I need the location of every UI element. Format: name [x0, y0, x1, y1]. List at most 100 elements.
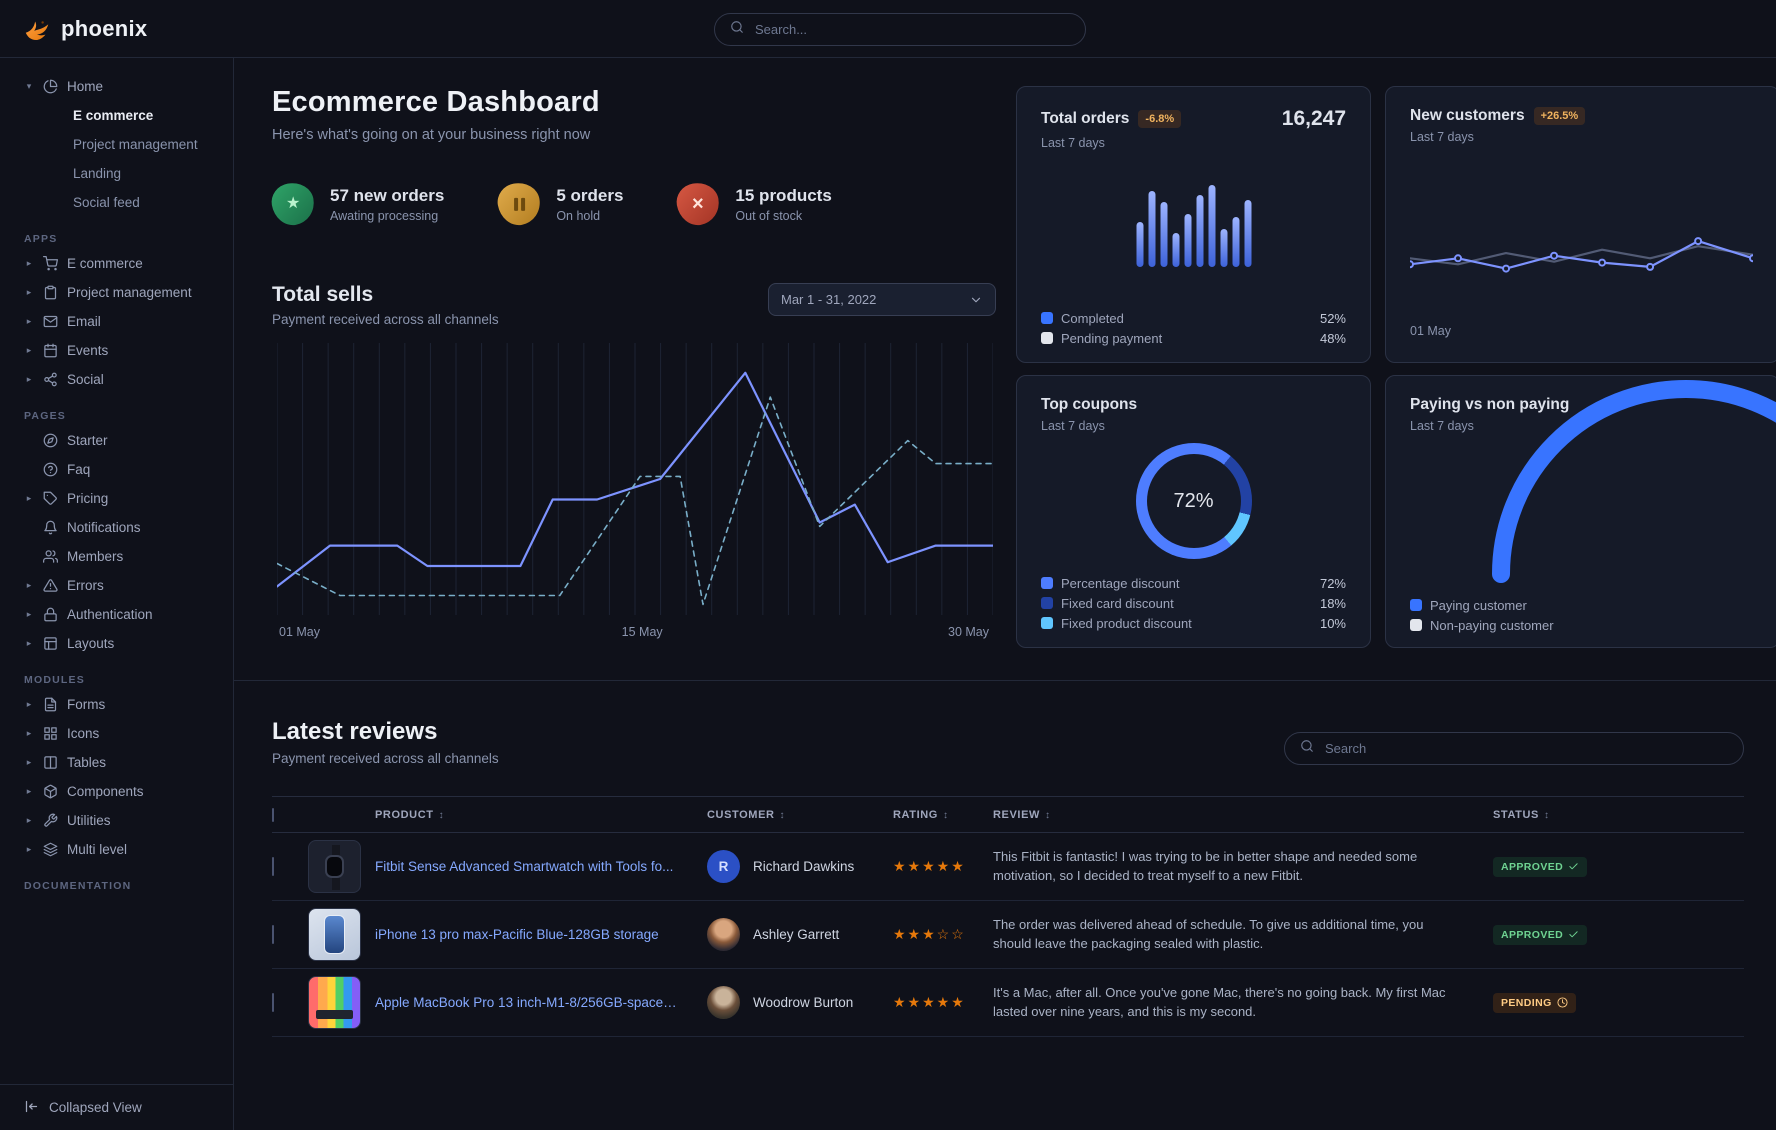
- reviews-subtitle: Payment received across all channels: [272, 751, 499, 766]
- help-icon: [43, 462, 58, 477]
- sidebar-item-landing[interactable]: Landing: [73, 166, 122, 181]
- column-header-customer[interactable]: CUSTOMER ↕: [707, 809, 893, 821]
- column-header-rating[interactable]: RATING ↕: [893, 809, 993, 821]
- sidebar-item-components[interactable]: ▸ Components: [0, 777, 233, 806]
- column-header-product[interactable]: PRODUCT ↕: [375, 809, 707, 821]
- sidebar-item-label: Forms: [67, 697, 106, 712]
- brand-logo[interactable]: phoenix: [22, 14, 147, 44]
- stats-cards: Total orders -6.8% 16,247 Last 7 days Co…: [1016, 86, 1776, 648]
- sidebar-item-email[interactable]: ▸ Email: [0, 307, 233, 336]
- customer-cell: R Richard Dawkins: [707, 850, 893, 883]
- new-customers-card: New customers +26.5% Last 7 days 01 May: [1385, 86, 1776, 363]
- product-image-cell: [308, 976, 375, 1029]
- legend-label: Fixed product discount: [1061, 615, 1192, 631]
- sidebar-item-label: Tables: [67, 755, 107, 770]
- legend-swatch: [1041, 312, 1053, 324]
- stat-title: 15 products: [735, 185, 832, 205]
- dashboard-left: Ecommerce Dashboard Here's what's going …: [268, 58, 996, 643]
- collapsed-view-label: Collapsed View: [49, 1100, 142, 1115]
- sidebar-item-tables[interactable]: ▸ Tables: [0, 748, 233, 777]
- sidebar-nav: ▾ Home E commerce Project management Landing…: [0, 72, 233, 892]
- sidebar-item-home[interactable]: ▾ Home: [0, 72, 233, 101]
- collapsed-view-button[interactable]: Collapsed View: [0, 1084, 233, 1130]
- sidebar-item-pricing[interactable]: ▸ Pricing: [0, 484, 233, 513]
- column-header-review[interactable]: REVIEW ↕: [993, 809, 1493, 821]
- product-link[interactable]: iPhone 13 pro max-Pacific Blue-128GB sto…: [375, 927, 659, 942]
- card-title: Top coupons: [1041, 396, 1138, 413]
- legend-row: Fixed product discount 10%: [1041, 613, 1346, 633]
- file-icon: [44, 697, 57, 712]
- sidebar-item-social[interactable]: ▸ Social: [0, 365, 233, 394]
- sidebar-item-errors[interactable]: ▸ Errors: [0, 571, 233, 600]
- caret-right-icon: ▸: [26, 638, 32, 648]
- customer-name: Woodrow Burton: [753, 995, 854, 1010]
- search-icon: [730, 20, 744, 39]
- sidebar-item-e-commerce[interactable]: ▸ E commerce: [0, 249, 233, 278]
- sidebar-item-project-management[interactable]: Project management: [73, 137, 198, 152]
- row-checkbox[interactable]: [272, 992, 274, 1012]
- sidebar-item-e-commerce[interactable]: E commerce: [73, 108, 154, 123]
- stat-text: 5 orders On hold: [556, 186, 623, 223]
- row-checkbox[interactable]: [272, 856, 274, 876]
- legend-swatch: [1041, 577, 1053, 589]
- sidebar-item-project-management[interactable]: ▸ Project management: [0, 278, 233, 307]
- sidebar-item-notifications[interactable]: Notifications: [0, 513, 233, 542]
- main-content: Ecommerce Dashboard Here's what's going …: [234, 58, 1776, 1130]
- sidebar-item-utilities[interactable]: ▸ Utilities: [0, 806, 233, 835]
- navbar-search-input[interactable]: [753, 21, 1070, 38]
- total-orders-badge: -6.8%: [1138, 110, 1182, 128]
- sidebar-item-forms[interactable]: ▸ Forms: [0, 690, 233, 719]
- sidebar-item-faq[interactable]: Faq: [0, 455, 233, 484]
- sidebar-item-authentication[interactable]: ▸ Authentication: [0, 600, 233, 629]
- sidebar-item-starter[interactable]: Starter: [0, 426, 233, 455]
- product-image: [308, 840, 361, 893]
- sidebar-item-label: Pricing: [67, 491, 109, 506]
- caret-right-icon: ▸: [26, 287, 32, 297]
- sidebar-item-label: Layouts: [67, 636, 115, 651]
- navbar-search[interactable]: [714, 13, 1086, 46]
- stats-row: ★ 57 new orders Awating processing 5 orders…: [268, 179, 996, 229]
- x-tick: 30 May: [948, 625, 989, 639]
- product-image-cell: [308, 840, 375, 893]
- reviews-search-input[interactable]: [1323, 740, 1728, 757]
- status-cell: APPROVED: [1493, 924, 1744, 945]
- sidebar-item-icons[interactable]: ▸ Icons: [0, 719, 233, 748]
- sidebar-item-events[interactable]: ▸ Events: [0, 336, 233, 365]
- column-header-status[interactable]: STATUS ↕: [1493, 809, 1744, 821]
- sidebar-section-pages: PAGES: [24, 410, 66, 422]
- reviews-search[interactable]: [1284, 732, 1744, 765]
- x-icon: ×: [674, 179, 723, 229]
- section-divider: [234, 680, 1776, 681]
- date-range-select[interactable]: Mar 1 - 31, 2022: [768, 283, 996, 316]
- rating-cell: ★★★★★: [893, 994, 993, 1012]
- chart-x-axis: 01 May 15 May 30 May: [277, 625, 993, 643]
- tag-icon: [43, 491, 57, 505]
- caret-right-icon: ▸: [26, 493, 32, 503]
- sidebar-item-social-feed[interactable]: Social feed: [73, 195, 140, 210]
- total-sells-chart-svg: [275, 343, 995, 615]
- star-rating: ★★★☆☆: [893, 925, 966, 942]
- legend-row: Pending payment 48%: [1041, 328, 1346, 348]
- product-link[interactable]: Fitbit Sense Advanced Smartwatch with To…: [375, 859, 674, 874]
- caret-right-icon: ▸: [26, 316, 32, 326]
- bar: [1232, 217, 1239, 267]
- sidebar-section-apps: APPS: [24, 233, 58, 245]
- product-link[interactable]: Apple MacBook Pro 13 inch-M1-8/256GB-spa…: [375, 995, 694, 1010]
- sort-icon: ↕: [942, 809, 949, 821]
- sidebar-item-label: Utilities: [67, 813, 111, 828]
- sidebar-item-members[interactable]: Members: [0, 542, 233, 571]
- sidebar-item-label: Faq: [67, 462, 91, 477]
- legend-value: 48%: [1319, 330, 1346, 346]
- sidebar-item-label: E commerce: [67, 256, 143, 271]
- avatar: R: [707, 850, 740, 883]
- sidebar-item-layouts[interactable]: ▸ Layouts: [0, 629, 233, 658]
- sidebar-item-label: Social: [67, 372, 104, 387]
- product-cell: Apple MacBook Pro 13 inch-M1-8/256GB-spa…: [375, 995, 707, 1010]
- legend-value: 10%: [1319, 615, 1346, 631]
- tool-icon: [44, 813, 58, 827]
- share-icon: [44, 372, 57, 387]
- sidebar-item-multi-level[interactable]: ▸ Multi level: [0, 835, 233, 864]
- legend-swatch: [1041, 332, 1053, 344]
- row-checkbox[interactable]: [272, 924, 274, 944]
- select-all-checkbox[interactable]: [272, 807, 274, 822]
